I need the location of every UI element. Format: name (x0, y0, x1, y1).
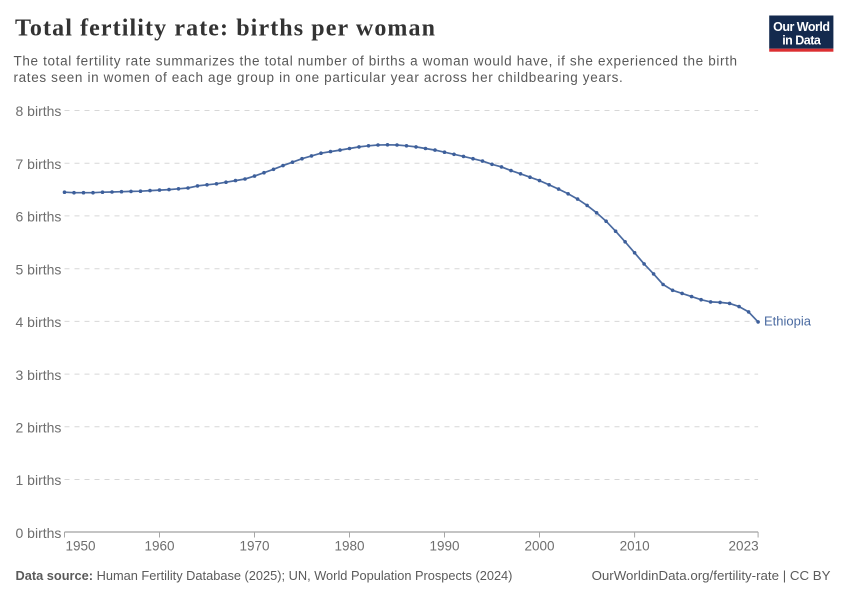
svg-text:4 births: 4 births (16, 314, 62, 330)
svg-text:2 births: 2 births (16, 420, 62, 436)
svg-text:1980: 1980 (334, 539, 364, 554)
svg-text:The total fertility rate summa: The total fertility rate summarizes the … (14, 53, 738, 68)
svg-text:1 births: 1 births (16, 472, 62, 488)
svg-text:2000: 2000 (524, 539, 554, 554)
svg-text:8 births: 8 births (16, 103, 62, 119)
svg-text:2010: 2010 (620, 539, 650, 554)
svg-text:1960: 1960 (144, 539, 174, 554)
svg-text:1990: 1990 (429, 539, 459, 554)
svg-text:in Data: in Data (782, 34, 822, 48)
svg-text:Our World: Our World (773, 20, 829, 34)
svg-text:Ethiopia: Ethiopia (764, 314, 812, 329)
svg-text:Total fertility rate: births p: Total fertility rate: births per woman (15, 16, 436, 42)
svg-text:OurWorldinData.org/fertility-r: OurWorldinData.org/fertility-rate | CC B… (592, 568, 831, 583)
svg-text:7 births: 7 births (16, 156, 62, 172)
svg-text:1970: 1970 (239, 539, 269, 554)
svg-text:1950: 1950 (66, 539, 96, 554)
svg-text:2023: 2023 (729, 539, 759, 554)
svg-text:0 births: 0 births (16, 525, 62, 541)
svg-text:3 births: 3 births (16, 367, 62, 383)
svg-text:Data source: Human Fertility D: Data source: Human Fertility Database (2… (16, 568, 513, 583)
svg-text:rates seen in women of each ag: rates seen in women of each age group in… (14, 70, 624, 85)
svg-text:5 births: 5 births (16, 261, 62, 277)
svg-text:6 births: 6 births (16, 209, 62, 225)
